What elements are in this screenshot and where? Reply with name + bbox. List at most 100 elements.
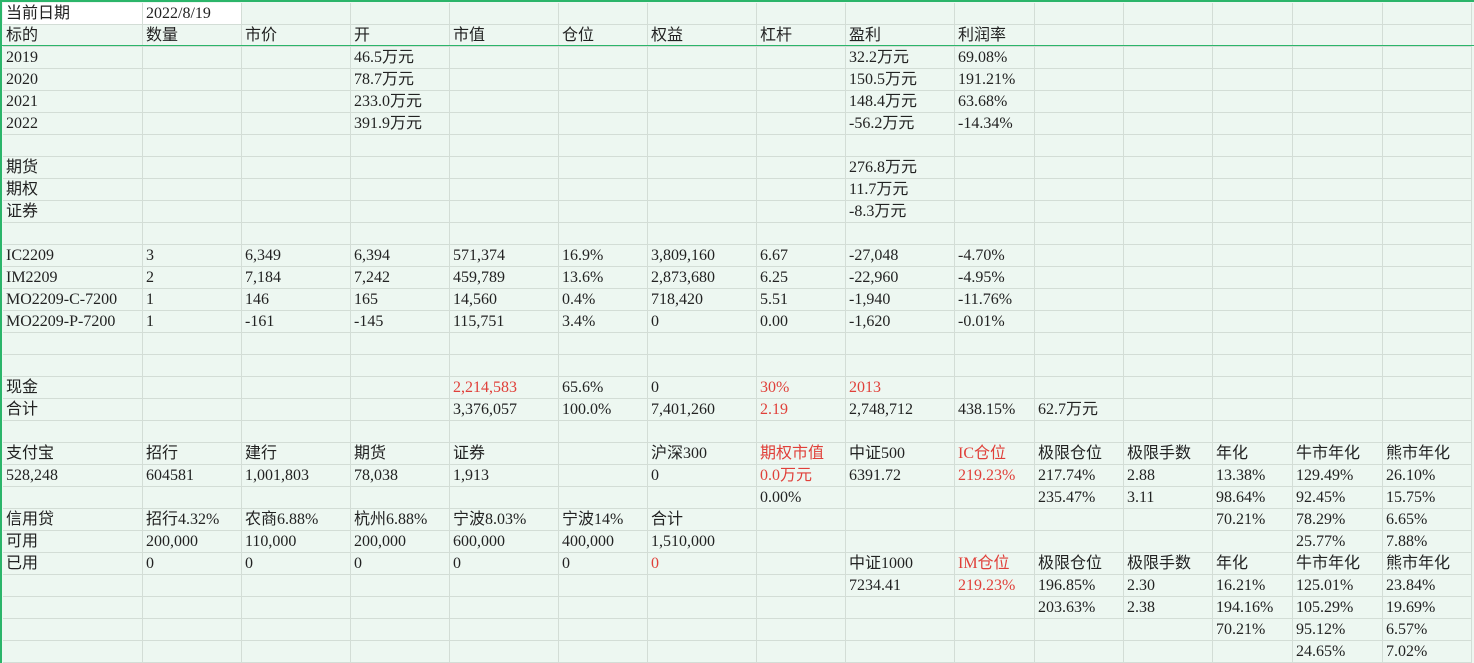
- cell[interactable]: [450, 201, 559, 223]
- cell[interactable]: [1383, 25, 1472, 47]
- cell[interactable]: [1383, 201, 1472, 223]
- cell[interactable]: 3,376,057: [450, 399, 559, 421]
- cell[interactable]: [450, 333, 559, 355]
- cell[interactable]: [351, 157, 450, 179]
- cell[interactable]: [242, 355, 351, 377]
- cell[interactable]: [1035, 201, 1124, 223]
- cell[interactable]: 25.77%: [1293, 531, 1383, 553]
- cell[interactable]: [846, 531, 955, 553]
- cell[interactable]: 0: [351, 553, 450, 575]
- cell[interactable]: [1213, 531, 1293, 553]
- cell[interactable]: 农商6.88%: [242, 509, 351, 531]
- cell[interactable]: 6.25: [757, 267, 846, 289]
- cell[interactable]: [3, 641, 143, 663]
- cell[interactable]: [559, 487, 648, 509]
- cell[interactable]: [450, 179, 559, 201]
- cell[interactable]: [1293, 421, 1383, 443]
- cell[interactable]: [648, 113, 757, 135]
- cell[interactable]: 可用: [3, 531, 143, 553]
- cell[interactable]: [1213, 69, 1293, 91]
- cell[interactable]: 2020: [3, 69, 143, 91]
- cell[interactable]: [450, 421, 559, 443]
- cell[interactable]: [559, 619, 648, 641]
- cell[interactable]: [3, 223, 143, 245]
- cell[interactable]: [1383, 267, 1472, 289]
- cell[interactable]: [757, 223, 846, 245]
- cell[interactable]: [1035, 3, 1124, 25]
- cell[interactable]: [1124, 25, 1213, 47]
- cell[interactable]: 78.29%: [1293, 509, 1383, 531]
- cell[interactable]: 100.0%: [559, 399, 648, 421]
- cell[interactable]: [846, 619, 955, 641]
- cell[interactable]: [242, 421, 351, 443]
- cell[interactable]: [648, 619, 757, 641]
- cell[interactable]: [1124, 157, 1213, 179]
- cell[interactable]: [242, 157, 351, 179]
- cell[interactable]: [450, 597, 559, 619]
- cell[interactable]: [1293, 289, 1383, 311]
- cell[interactable]: IM2209: [3, 267, 143, 289]
- cell[interactable]: [1293, 69, 1383, 91]
- cell[interactable]: 年化: [1213, 553, 1293, 575]
- cell[interactable]: 6391.72: [846, 465, 955, 487]
- cell[interactable]: 1,510,000: [648, 531, 757, 553]
- cell[interactable]: [1213, 421, 1293, 443]
- cell[interactable]: [351, 619, 450, 641]
- cell[interactable]: [1124, 509, 1213, 531]
- cell[interactable]: 合计: [3, 399, 143, 421]
- cell[interactable]: [1035, 223, 1124, 245]
- cell[interactable]: 市价: [242, 25, 351, 47]
- cell[interactable]: 6.67: [757, 245, 846, 267]
- cell[interactable]: [242, 597, 351, 619]
- cell[interactable]: 16.21%: [1213, 575, 1293, 597]
- cell[interactable]: [1035, 47, 1124, 69]
- cell[interactable]: [450, 91, 559, 113]
- cell[interactable]: 0: [648, 377, 757, 399]
- cell[interactable]: [757, 575, 846, 597]
- cell[interactable]: [648, 3, 757, 25]
- cell[interactable]: 期权市值: [757, 443, 846, 465]
- cell[interactable]: [1383, 289, 1472, 311]
- cell[interactable]: [559, 575, 648, 597]
- cell[interactable]: 129.49%: [1293, 465, 1383, 487]
- cell[interactable]: [1035, 179, 1124, 201]
- cell[interactable]: [242, 487, 351, 509]
- cell[interactable]: [559, 113, 648, 135]
- cell[interactable]: 400,000: [559, 531, 648, 553]
- cell[interactable]: [351, 421, 450, 443]
- cell[interactable]: [1213, 25, 1293, 47]
- cell[interactable]: [1383, 421, 1472, 443]
- cell[interactable]: [648, 487, 757, 509]
- cell[interactable]: [1124, 641, 1213, 663]
- cell[interactable]: [1035, 531, 1124, 553]
- cell[interactable]: [1035, 641, 1124, 663]
- cell[interactable]: [559, 641, 648, 663]
- cell[interactable]: [450, 47, 559, 69]
- cell[interactable]: -22,960: [846, 267, 955, 289]
- cell[interactable]: 165: [351, 289, 450, 311]
- cell[interactable]: -145: [351, 311, 450, 333]
- cell[interactable]: [1383, 245, 1472, 267]
- cell[interactable]: 建行: [242, 443, 351, 465]
- cell[interactable]: [1293, 179, 1383, 201]
- cell[interactable]: 0: [242, 553, 351, 575]
- cell[interactable]: 3,809,160: [648, 245, 757, 267]
- cell[interactable]: [1124, 179, 1213, 201]
- cell[interactable]: [955, 531, 1035, 553]
- cell[interactable]: 6,349: [242, 245, 351, 267]
- cell[interactable]: [757, 531, 846, 553]
- cell[interactable]: [3, 421, 143, 443]
- cell[interactable]: 1: [143, 311, 242, 333]
- cell[interactable]: 6.57%: [1383, 619, 1472, 641]
- cell[interactable]: [757, 553, 846, 575]
- cell[interactable]: 仓位: [559, 25, 648, 47]
- cell[interactable]: 125.01%: [1293, 575, 1383, 597]
- cell[interactable]: [143, 91, 242, 113]
- cell[interactable]: [648, 69, 757, 91]
- cell[interactable]: 276.8万元: [846, 157, 955, 179]
- cell[interactable]: [143, 619, 242, 641]
- cell[interactable]: 2,748,712: [846, 399, 955, 421]
- cell[interactable]: [1213, 223, 1293, 245]
- cell[interactable]: [846, 421, 955, 443]
- cell[interactable]: 95.12%: [1293, 619, 1383, 641]
